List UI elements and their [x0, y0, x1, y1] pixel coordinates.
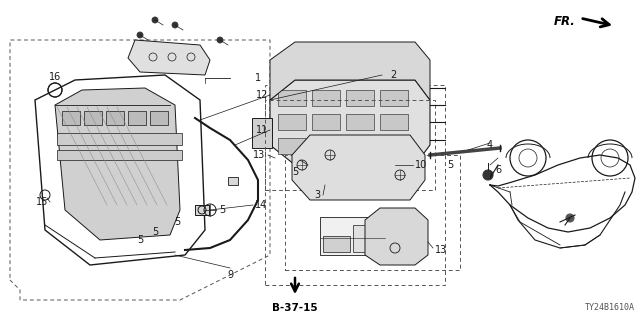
Text: 15: 15: [36, 197, 48, 207]
Bar: [265, 100, 435, 190]
Bar: [228, 177, 238, 185]
Text: 5: 5: [219, 205, 225, 215]
Text: 4: 4: [487, 140, 493, 150]
Bar: [265, 85, 445, 285]
Text: 11: 11: [256, 125, 268, 135]
Text: TY24B1610A: TY24B1610A: [585, 303, 635, 312]
Text: 13: 13: [435, 245, 447, 255]
Text: 1: 1: [255, 73, 261, 83]
Polygon shape: [270, 42, 430, 100]
Bar: [312, 114, 340, 130]
Bar: [128, 111, 146, 125]
Bar: [353, 225, 380, 252]
Text: 10: 10: [415, 160, 428, 170]
Text: 5: 5: [447, 160, 453, 170]
Bar: [312, 90, 340, 106]
Circle shape: [297, 157, 303, 163]
Text: 2: 2: [390, 70, 396, 80]
Text: 16: 16: [49, 72, 61, 82]
Text: 9: 9: [227, 270, 233, 280]
Polygon shape: [128, 40, 210, 75]
Circle shape: [172, 22, 178, 28]
Text: 14: 14: [255, 200, 268, 210]
Bar: [84, 111, 102, 125]
Bar: [278, 114, 306, 130]
Bar: [380, 90, 408, 106]
Circle shape: [566, 214, 574, 222]
Bar: [195, 205, 209, 215]
Text: B-37-15: B-37-15: [272, 303, 318, 313]
Text: 13: 13: [253, 150, 265, 160]
Bar: [323, 236, 350, 252]
Bar: [285, 155, 460, 270]
Bar: [62, 111, 80, 125]
Text: 12: 12: [255, 90, 268, 100]
Bar: [380, 138, 408, 154]
Text: 5: 5: [174, 217, 180, 227]
Bar: [278, 138, 306, 154]
Text: 5: 5: [292, 167, 298, 177]
Bar: [346, 114, 374, 130]
Bar: [380, 114, 408, 130]
Bar: [278, 90, 306, 106]
Circle shape: [152, 17, 158, 23]
Bar: [320, 217, 385, 255]
Polygon shape: [292, 135, 425, 200]
Text: 6: 6: [495, 165, 501, 175]
Bar: [150, 111, 168, 125]
Circle shape: [137, 32, 143, 38]
Bar: [346, 138, 374, 154]
Bar: [57, 150, 182, 160]
Bar: [57, 133, 182, 145]
Text: FR.: FR.: [554, 14, 576, 28]
Bar: [346, 90, 374, 106]
Text: 3: 3: [314, 190, 320, 200]
Bar: [252, 118, 272, 148]
Bar: [106, 111, 124, 125]
Bar: [312, 138, 340, 154]
Polygon shape: [270, 80, 430, 165]
Text: 5: 5: [137, 235, 143, 245]
Circle shape: [483, 170, 493, 180]
Polygon shape: [55, 88, 180, 240]
Polygon shape: [365, 208, 428, 265]
Circle shape: [217, 37, 223, 43]
Text: 5: 5: [152, 227, 158, 237]
